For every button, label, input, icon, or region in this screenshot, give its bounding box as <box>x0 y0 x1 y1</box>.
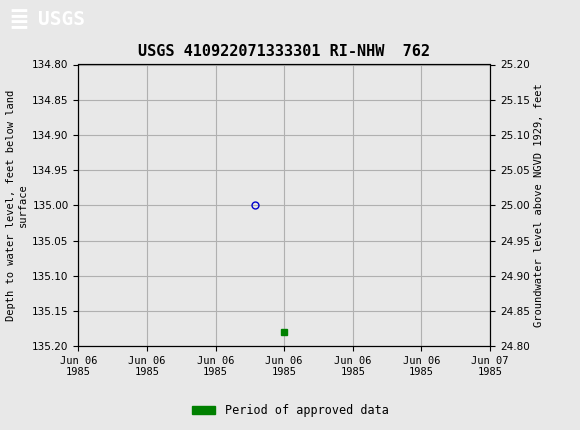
Legend: Period of approved data: Period of approved data <box>187 399 393 422</box>
Text: ≣: ≣ <box>9 8 30 32</box>
Title: USGS 410922071333301 RI-NHW  762: USGS 410922071333301 RI-NHW 762 <box>138 44 430 59</box>
Text: USGS: USGS <box>38 10 85 30</box>
Y-axis label: Groundwater level above NGVD 1929, feet: Groundwater level above NGVD 1929, feet <box>534 83 544 327</box>
Y-axis label: Depth to water level, feet below land
surface: Depth to water level, feet below land su… <box>6 90 28 321</box>
